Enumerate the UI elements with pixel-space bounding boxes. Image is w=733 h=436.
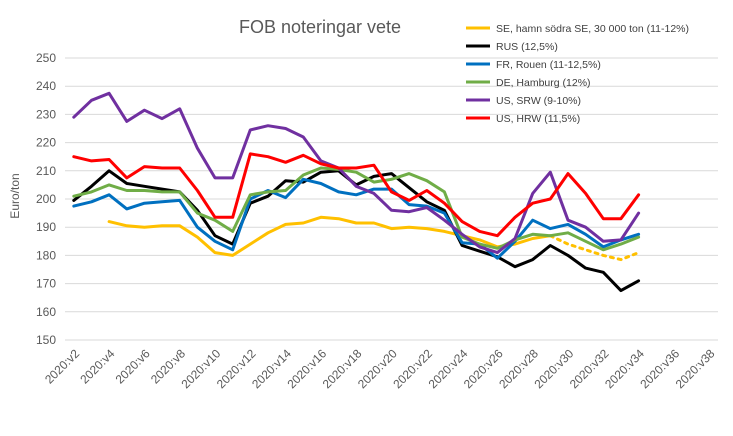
series-line-2	[72, 177, 641, 260]
x-axis-ticks: 2020:v22020:v42020:v62020:v82020:v102020…	[42, 346, 718, 391]
y-tick-label: 230	[36, 107, 56, 121]
y-tick-label: 220	[36, 136, 56, 150]
legend: SE, hamn södra SE, 30 000 ton (11-12%) RU…	[466, 23, 689, 125]
x-tick-label: 2020:v4	[77, 346, 117, 386]
y-tick-label: 170	[36, 277, 56, 291]
y-axis-ticks: 150 160 170 180 190 200 210 220 230 240 250	[36, 51, 56, 347]
legend-label: DE, Hamburg (12%)	[496, 77, 591, 89]
legend-label: SE, hamn södra SE, 30 000 ton (11-12%)	[496, 23, 689, 35]
y-tick-label: 190	[36, 220, 56, 234]
y-axis-title: Euro/ton	[8, 173, 22, 218]
series-line-1	[72, 169, 641, 293]
y-tick-label: 160	[36, 305, 56, 319]
x-tick-label: 2020:v2	[42, 346, 82, 386]
x-tick-label: 2020:v6	[113, 346, 153, 386]
series-dashed-line-0	[548, 234, 641, 262]
series-line-3	[72, 166, 641, 252]
y-tick-label: 250	[36, 51, 56, 65]
series-line-0	[107, 215, 552, 257]
series-line-4	[72, 91, 641, 255]
y-tick-label: 240	[36, 79, 56, 93]
y-tick-label: 200	[36, 192, 56, 206]
gridlines	[65, 57, 718, 341]
legend-label: US, HRW (11,5%)	[496, 113, 580, 125]
legend-label: US, SRW (9-10%)	[496, 95, 581, 107]
chart-title: FOB noteringar vete	[239, 17, 401, 37]
series-line-5	[72, 152, 641, 238]
legend-label: FR, Rouen (11-12,5%)	[496, 59, 601, 71]
legend-label: RUS (12,5%)	[496, 41, 558, 53]
x-tick-label: 2020:v38	[673, 346, 718, 391]
y-tick-label: 180	[36, 248, 56, 262]
y-tick-label: 150	[36, 333, 56, 347]
plot-area	[72, 91, 641, 293]
y-tick-label: 210	[36, 164, 56, 178]
